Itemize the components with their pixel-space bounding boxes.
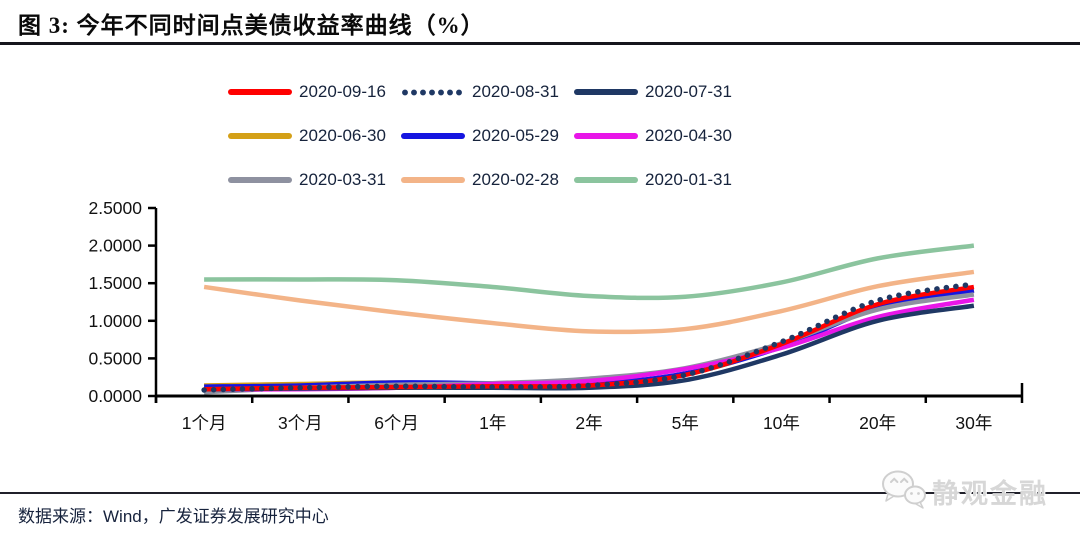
- legend-label: 2020-09-16: [299, 82, 386, 101]
- legend-item-2020-09-16: 2020-09-16: [228, 82, 401, 102]
- footer-divider: [0, 492, 1080, 494]
- y-tick-label: 1.0000: [88, 311, 142, 331]
- y-tick-label: 0.0000: [88, 386, 142, 406]
- y-tick-label: 1.5000: [88, 273, 142, 293]
- x-tick-label: 10年: [763, 413, 800, 433]
- legend-item-2020-02-28: 2020-02-28: [401, 170, 574, 190]
- chart-legend: 2020-09-16 2020-08-31 2020-07-31 2020-06-30…: [228, 70, 747, 202]
- legend-swatch-solid: [401, 133, 465, 139]
- legend-item-2020-03-31: 2020-03-31: [228, 170, 401, 190]
- legend-label: 2020-08-31: [472, 82, 559, 101]
- series-line-2020-01-31: [204, 243, 975, 301]
- legend-label: 2020-05-29: [472, 126, 559, 145]
- x-tick-label: 3个月: [278, 413, 323, 433]
- y-tick-label: 2.5000: [88, 198, 142, 218]
- series-line-2020-08-31: [201, 281, 977, 393]
- legend-swatch-solid: [228, 177, 292, 183]
- legend-swatch-solid: [574, 89, 638, 95]
- legend-label: 2020-01-31: [645, 170, 732, 189]
- y-tick-label: 2.0000: [88, 236, 142, 256]
- legend-swatch-solid: [574, 177, 638, 183]
- legend-swatch-solid: [228, 89, 292, 95]
- legend-item-2020-06-30: 2020-06-30: [228, 126, 401, 146]
- legend-swatch-dotted: [401, 88, 465, 96]
- wechat-icon: [878, 466, 928, 517]
- watermark: 静观金融: [878, 466, 1048, 517]
- legend-label: 2020-02-28: [472, 170, 559, 189]
- x-tick-label: 20年: [859, 413, 896, 433]
- x-tick-label: 2年: [575, 413, 602, 433]
- x-tick-label: 5年: [672, 413, 699, 433]
- legend-swatch-solid: [228, 133, 292, 139]
- legend-item-2020-04-30: 2020-04-30: [574, 126, 747, 146]
- legend-swatch-solid: [574, 133, 638, 139]
- legend-label: 2020-07-31: [645, 82, 732, 101]
- legend-item-2020-08-31: 2020-08-31: [401, 82, 574, 102]
- series-line-2020-02-28: [203, 269, 975, 335]
- watermark-label: 静观金融: [932, 479, 1048, 509]
- legend-label: 2020-06-30: [299, 126, 386, 145]
- legend-label: 2020-03-31: [299, 170, 386, 189]
- legend-label: 2020-04-30: [645, 126, 732, 145]
- figure-title: 图 3: 今年不同时间点美债收益率曲线（%）: [18, 13, 485, 38]
- x-tick-label: 1年: [479, 413, 506, 433]
- y-tick-label: 0.5000: [88, 348, 142, 368]
- x-tick-label: 30年: [955, 413, 992, 433]
- legend-item-2020-01-31: 2020-01-31: [574, 170, 747, 190]
- title-divider: [0, 42, 1080, 45]
- legend-item-2020-05-29: 2020-05-29: [401, 126, 574, 146]
- data-source: 数据来源：Wind，广发证券发展研究中心: [18, 507, 329, 526]
- x-tick-label: 1个月: [182, 413, 227, 433]
- x-tick-label: 6个月: [374, 413, 419, 433]
- legend-item-2020-07-31: 2020-07-31: [574, 82, 747, 102]
- legend-swatch-solid: [401, 177, 465, 183]
